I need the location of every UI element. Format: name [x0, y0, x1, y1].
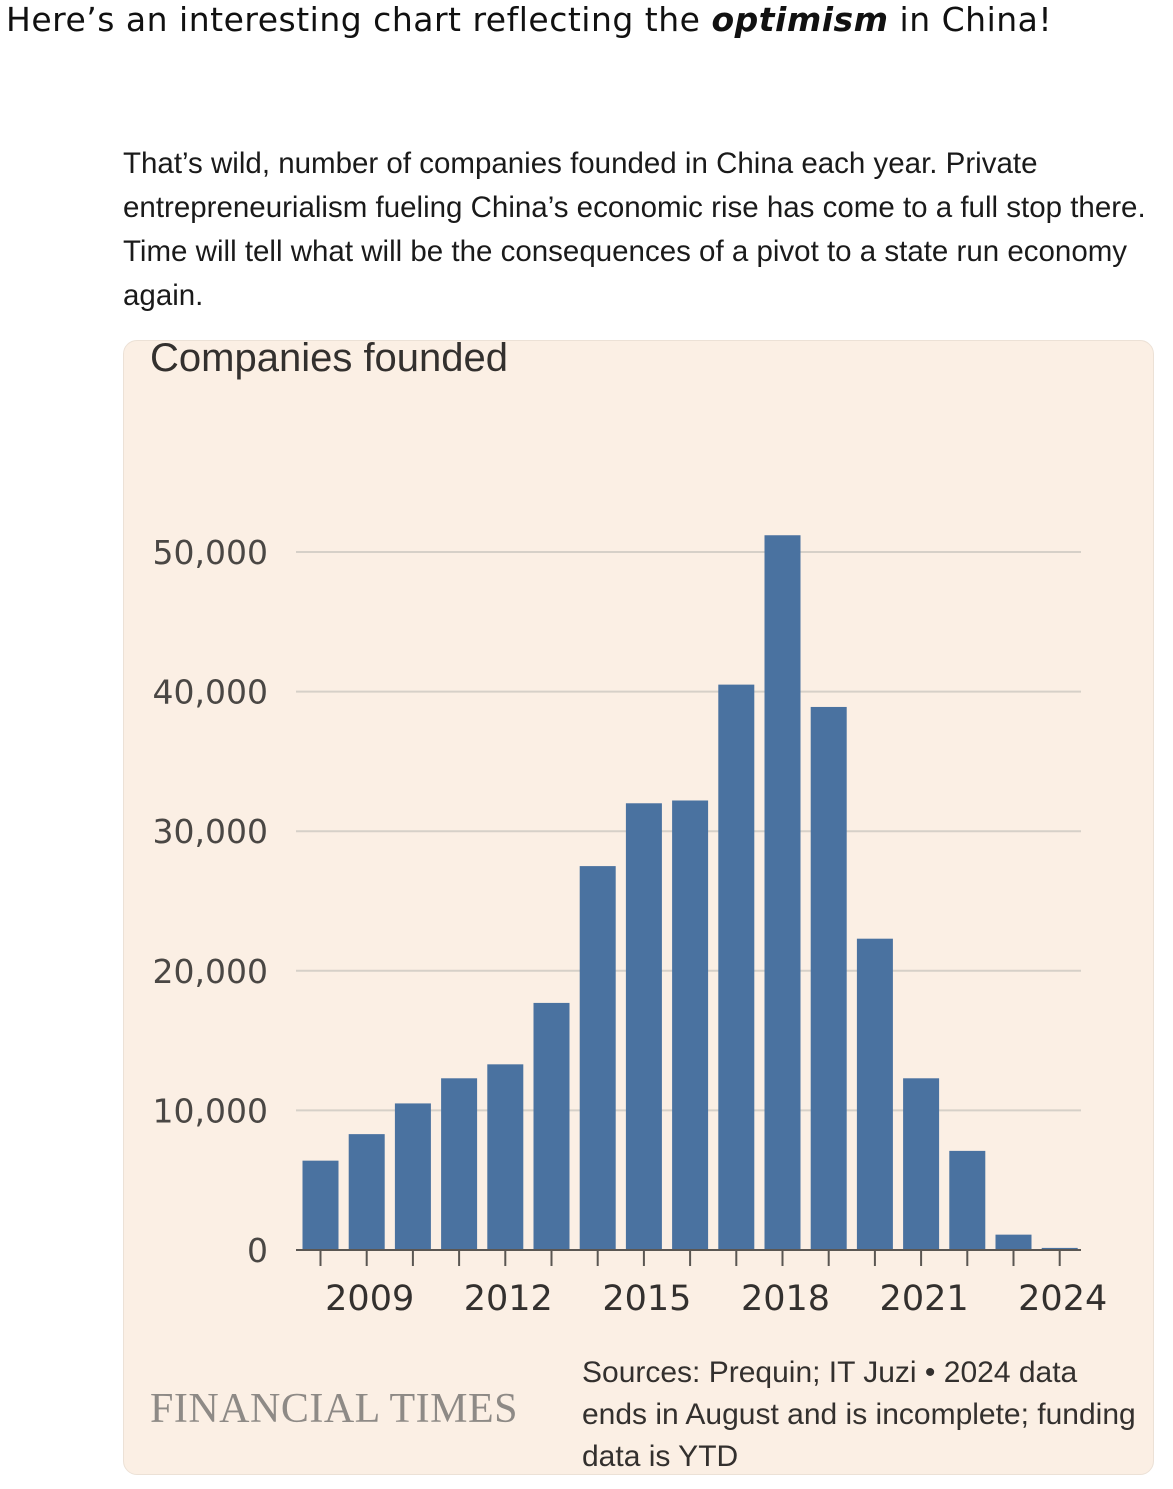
x-tick-label: 2012	[464, 1279, 553, 1319]
bar-2009	[348, 1134, 385, 1250]
y-tick-label: 30,000	[153, 812, 268, 851]
y-tick-label: 50,000	[153, 533, 268, 572]
y-tick-label: 0	[247, 1231, 268, 1270]
bar-2008	[302, 1160, 339, 1250]
post-headline: Here’s an interesting chart reflecting t…	[6, 0, 1052, 39]
bar-2014	[579, 866, 616, 1250]
chart-title: Companies founded	[150, 336, 509, 380]
bar-2016	[672, 800, 709, 1250]
bar-2010	[394, 1103, 431, 1250]
source-note: Sources: Prequin; IT Juzi • 2024 data en…	[582, 1356, 1136, 1473]
bar-2022	[949, 1150, 986, 1250]
bar-2024	[1041, 1247, 1078, 1250]
bar-2017	[718, 684, 755, 1250]
bar-2012	[487, 1064, 524, 1250]
bar-2020	[856, 938, 893, 1250]
headline-emphasis: optimism	[711, 0, 889, 39]
x-tick-label: 2024	[1018, 1279, 1107, 1319]
x-tick-label: 2009	[325, 1279, 414, 1319]
bar-2015	[625, 803, 662, 1250]
bar-2018	[764, 535, 801, 1250]
bar-2019	[810, 706, 847, 1250]
bar-2011	[441, 1078, 478, 1250]
y-tick-label: 20,000	[153, 952, 268, 991]
quoted-post-text: That’s wild, number of companies founded…	[123, 147, 1146, 312]
y-tick-label: 10,000	[153, 1091, 268, 1130]
x-tick-label: 2021	[880, 1279, 969, 1319]
x-tick-label: 2015	[602, 1279, 691, 1319]
financial-times-logo: FINANCIAL TIMES	[150, 1386, 519, 1432]
x-tick-label: 2018	[741, 1279, 830, 1319]
y-tick-label: 40,000	[153, 673, 268, 712]
bar-2023	[995, 1234, 1032, 1250]
headline-text-end: in China!	[888, 0, 1053, 39]
bar-2013	[533, 1002, 570, 1250]
bar-2021	[903, 1078, 940, 1250]
headline-text: Here’s an interesting chart reflecting t…	[6, 0, 712, 39]
